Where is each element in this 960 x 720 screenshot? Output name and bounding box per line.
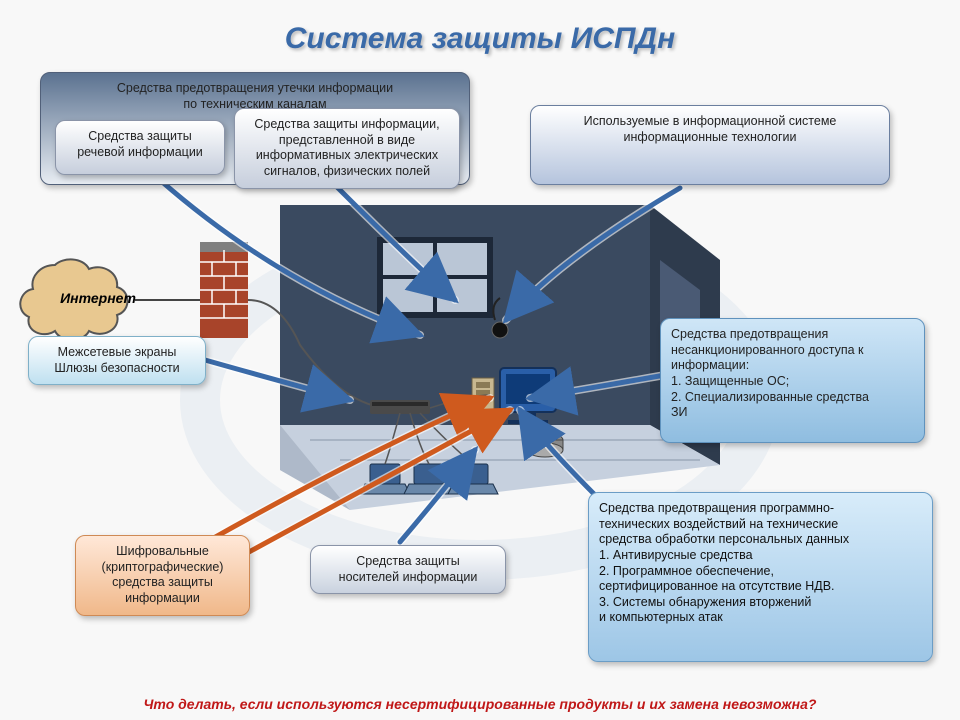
arrow xyxy=(160,180,420,335)
callout-sw_attack: Средства предотвращения программно- техн… xyxy=(588,492,933,662)
arrow xyxy=(335,185,455,300)
callout-text: Средства защиты речевой информации xyxy=(66,129,214,160)
callout-speech_protection: Средства защиты речевой информации xyxy=(55,120,225,175)
callout-text: Средства защиты информации, представленн… xyxy=(245,117,449,180)
router-icon xyxy=(370,400,430,414)
arrow xyxy=(225,410,510,565)
arrow xyxy=(506,188,680,320)
callout-text: Межсетевые экраны Шлюзы безопасности xyxy=(39,345,195,376)
page-title: Система защиты ИСПДн xyxy=(0,0,960,56)
firewall-icon xyxy=(200,242,248,338)
room-icon xyxy=(280,205,720,510)
callout-firewall: Межсетевые экраны Шлюзы безопасности xyxy=(28,336,206,385)
storage-icon xyxy=(527,433,563,457)
callout-text: Используемые в информационной системе ин… xyxy=(541,114,879,145)
callout-info_tech: Используемые в информационной системе ин… xyxy=(530,105,890,185)
callout-text: Средства защиты носителей информации xyxy=(321,554,495,585)
callout-signal_protection: Средства защиты информации, представленн… xyxy=(234,108,460,189)
arrow xyxy=(210,398,490,540)
callout-crypto: Шифровальные (криптографические) средств… xyxy=(75,535,250,616)
laptop-row-icon xyxy=(360,464,498,494)
arrow xyxy=(520,410,600,500)
internet-label: Интернет xyxy=(53,290,143,306)
arrow xyxy=(205,360,350,400)
callout-media_protection: Средства защиты носителей информации xyxy=(310,545,506,594)
callout-text: Шифровальные (криптографические) средств… xyxy=(86,544,239,607)
arrow xyxy=(400,450,475,542)
computer-main-icon xyxy=(472,368,556,424)
arrow xyxy=(530,375,665,398)
callout-unauth_access: Средства предотвращения несанкционирован… xyxy=(660,318,925,443)
footer-question: Что делать, если используются несертифиц… xyxy=(0,696,960,712)
callout-text: Средства предотвращения несанкционирован… xyxy=(671,327,914,421)
cable-icon xyxy=(248,300,380,407)
callout-text: Средства предотвращения программно- техн… xyxy=(599,501,922,626)
